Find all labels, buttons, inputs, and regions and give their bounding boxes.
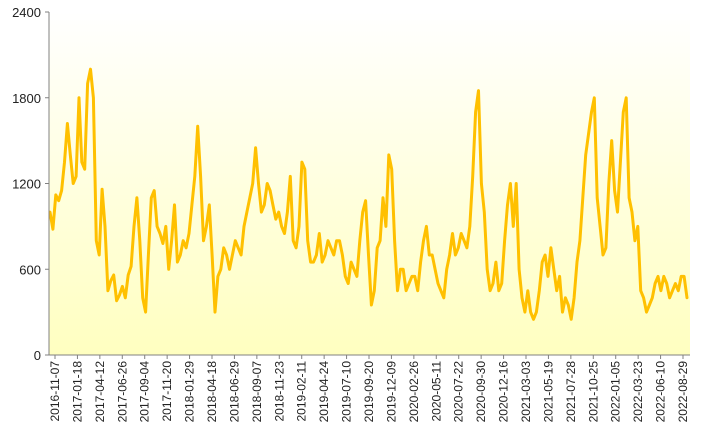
x-tick-label: 2018-04-18 (205, 361, 219, 423)
y-tick-label: 1200 (12, 177, 41, 192)
x-tick-label: 2018-01-29 (183, 361, 197, 423)
x-tick-label: 2022-06-10 (654, 361, 668, 423)
x-tick-label: 2021-07-28 (564, 361, 578, 423)
x-tick-label: 2017-01-18 (70, 361, 84, 423)
x-tick-label: 2019-12-09 (384, 361, 398, 423)
x-tick-label: 2021-03-03 (519, 361, 533, 423)
x-tick-label: 2016-11-07 (48, 361, 62, 422)
x-tick-label: 2017-09-04 (138, 361, 152, 423)
x-tick-label: 2017-04-12 (93, 361, 107, 423)
y-axis-ticks: 0 600 1200 1800 2400 (12, 5, 49, 363)
x-tick-label: 2022-01-05 (609, 361, 623, 423)
x-tick-label: 2020-09-30 (474, 361, 488, 423)
x-tick-label: 2018-06-29 (227, 361, 241, 423)
x-tick-label: 2019-07-10 (340, 361, 354, 423)
x-tick-label: 2019-04-24 (317, 361, 331, 423)
x-axis-ticks: 2016-11-07 2017-01-18 2017-04-12 2017-06-26… (48, 355, 690, 422)
x-tick-label: 2020-05-11 (429, 361, 443, 422)
y-tick-label: 2400 (12, 5, 41, 20)
series-line (48, 67, 689, 321)
x-tick-label: 2018-09-07 (250, 361, 264, 423)
x-tick-label: 2018-11-23 (272, 361, 286, 422)
y-tick-label: 0 (34, 348, 41, 363)
x-tick-label: 2020-07-22 (452, 361, 466, 423)
x-tick-label: 2021-10-25 (586, 361, 600, 423)
y-tick-label: 1800 (12, 91, 41, 106)
x-tick-label: 2017-11-20 (160, 361, 174, 422)
x-tick-label: 2021-05-19 (541, 361, 555, 423)
x-tick-label: 2017-06-26 (115, 361, 129, 423)
y-tick-label: 600 (19, 262, 41, 277)
x-tick-label: 2022-08-29 (676, 361, 690, 423)
x-tick-label: 2020-12-16 (497, 361, 511, 423)
x-tick-label: 2019-02-11 (295, 361, 309, 422)
x-tick-label: 2022-03-23 (631, 361, 645, 423)
x-tick-label: 2020-02-26 (407, 361, 421, 423)
x-tick-label: 2019-09-20 (362, 361, 376, 423)
